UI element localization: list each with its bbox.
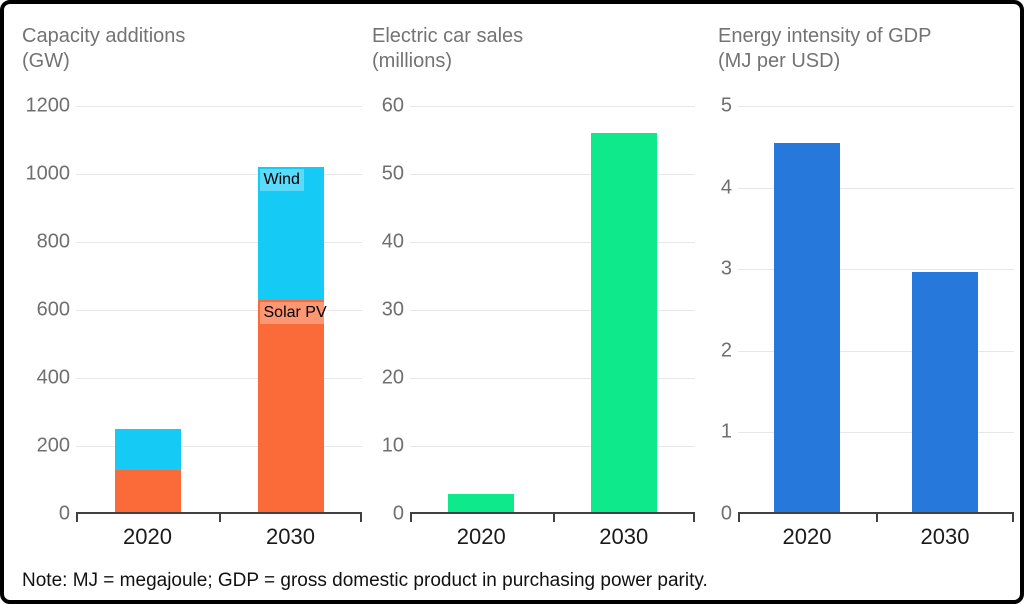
y-tick-label: 2 <box>720 339 732 362</box>
y-tick-label: 0 <box>720 502 732 525</box>
x-tick-label: 2030 <box>599 524 649 549</box>
x-axis-tick <box>76 514 78 522</box>
y-tick-label: 60 <box>381 94 404 117</box>
y-tick-label: 200 <box>36 434 70 457</box>
gridline <box>76 310 362 311</box>
gridline <box>76 446 362 447</box>
gridline <box>76 106 362 107</box>
bar-2020 <box>114 106 181 514</box>
gridline <box>76 377 362 379</box>
bar-segment-electric-car-sales <box>590 133 657 514</box>
gridline <box>410 106 695 107</box>
gridline <box>738 187 1014 189</box>
y-tick-label: 0 <box>58 502 70 525</box>
x-axis-tick <box>693 514 695 522</box>
x-tick-label: 2020 <box>782 524 832 549</box>
plot-row: 0 10 20 30 40 50 60 2020 2030 <box>372 95 695 549</box>
y-tick-label: 40 <box>381 230 404 253</box>
chart-capacity-additions: Capacity additions (GW) 0 200 400 600 800 100… <box>22 24 362 549</box>
bar-2020 <box>448 106 515 514</box>
chart-title-unit: (MJ per USD) <box>718 50 841 72</box>
bar-segment-electric-car-sales <box>448 493 515 514</box>
bar-2030 <box>912 106 978 514</box>
x-axis-tick <box>360 514 362 522</box>
y-tick-label: 5 <box>720 94 732 117</box>
x-tick-label: 2020 <box>123 524 172 549</box>
y-tick-label: 0 <box>392 502 404 525</box>
x-axis-tick <box>552 514 555 522</box>
x-axis-tick <box>738 514 740 522</box>
chart-electric-car-sales: Electric car sales (millions) 0 10 20 30 40 5… <box>372 24 695 549</box>
x-tick-label: 2030 <box>920 524 970 549</box>
x-axis-tick <box>1012 514 1014 522</box>
gridline <box>738 269 1014 271</box>
bar-label-wind: Wind <box>259 169 304 192</box>
bar-2030 <box>590 106 657 514</box>
y-tick-label: 1200 <box>25 94 71 117</box>
x-axis-line <box>410 512 695 514</box>
y-tick-label: 30 <box>381 298 404 321</box>
x-tick-label: 2030 <box>266 524 315 549</box>
x-axis-tick <box>219 514 221 522</box>
gridline <box>738 350 1014 352</box>
chart-title-unit: (GW) <box>22 50 70 72</box>
bar-2020 <box>774 106 840 514</box>
x-axis-tick <box>410 514 412 522</box>
y-axis-labels: 0 10 20 30 40 50 60 <box>372 95 404 525</box>
gridline <box>410 310 695 311</box>
x-axis-line <box>76 512 362 514</box>
chart-title-text: Energy intensity of GDP <box>718 25 932 47</box>
y-axis-labels: 0 200 400 600 800 1000 1200 <box>22 95 71 525</box>
chart-title: Electric car sales (millions) <box>372 24 695 74</box>
gridline <box>76 241 362 243</box>
y-tick-label: 10 <box>381 434 404 457</box>
gridline <box>738 106 1014 107</box>
gridline <box>410 446 695 447</box>
bar-segment-energy-intensity-of-gdp <box>912 271 978 514</box>
bar-label-solar-pv: Solar PV <box>259 301 331 324</box>
bar-2030: Solar PV Wind <box>257 106 331 514</box>
x-axis-tick <box>876 514 878 522</box>
y-axis-labels: 0 1 2 3 4 5 <box>718 95 732 525</box>
bar-segment-energy-intensity-of-gdp <box>774 142 840 514</box>
y-tick-label: 1 <box>720 420 732 443</box>
chart-title-unit: (millions) <box>372 50 452 72</box>
chart-title: Capacity additions (GW) <box>22 24 362 74</box>
gridline <box>410 241 695 243</box>
bar-segment-wind <box>114 429 181 470</box>
gridline <box>410 377 695 379</box>
y-tick-label: 400 <box>36 366 70 389</box>
plot-area: 2020 2030 <box>410 106 695 549</box>
y-tick-label: 800 <box>36 230 70 253</box>
chart-title-text: Electric car sales <box>372 25 524 47</box>
y-tick-label: 50 <box>381 162 404 185</box>
bar-segment-wind: Wind <box>257 167 324 300</box>
plot-area: 2020 Solar PV Wind 2030 <box>76 106 362 549</box>
bar-segment-solar-pv <box>114 469 181 514</box>
x-tick-label: 2020 <box>456 524 506 549</box>
figure-note: Note: MJ = megajoule; GDP = gross domest… <box>22 570 708 591</box>
chart-title: Energy intensity of GDP (MJ per USD) <box>718 24 1014 74</box>
y-tick-label: 600 <box>36 298 70 321</box>
plot-area: 2020 2030 <box>738 106 1014 549</box>
plot-row: 0 200 400 600 800 1000 1200 2020 Solar PV Wind 20… <box>22 95 362 549</box>
gridline <box>738 432 1014 434</box>
y-tick-label: 20 <box>381 366 404 389</box>
gridline <box>410 173 695 175</box>
y-tick-label: 1000 <box>25 162 71 185</box>
x-axis-line <box>738 512 1014 514</box>
bar-segment-solar-pv: Solar PV <box>257 299 331 514</box>
gridline <box>76 173 362 175</box>
chart-title-text: Capacity additions <box>22 25 186 47</box>
y-tick-label: 3 <box>720 257 732 280</box>
plot-row: 0 1 2 3 4 5 2020 2030 <box>718 95 1014 549</box>
y-tick-label: 4 <box>720 176 732 199</box>
